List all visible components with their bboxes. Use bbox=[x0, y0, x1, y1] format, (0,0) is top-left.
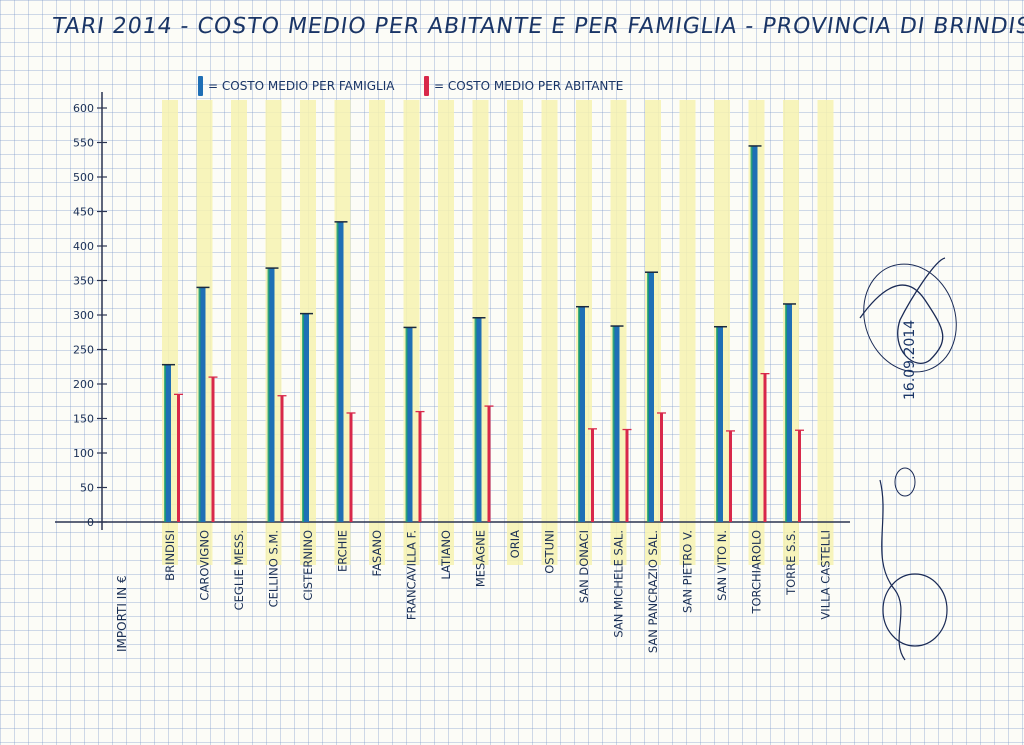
category-column bbox=[507, 100, 523, 565]
y-tick-label: 350 bbox=[73, 275, 94, 288]
category-label: SAN VITO N. bbox=[715, 530, 729, 601]
y-tick-label: 100 bbox=[73, 447, 94, 460]
y-axis-label: IMPORTI IN € bbox=[115, 575, 129, 652]
y-tick-label: 250 bbox=[73, 344, 94, 357]
signature-date: 16.09.2014 bbox=[902, 319, 918, 400]
bar-family bbox=[268, 268, 275, 522]
category-column bbox=[541, 100, 558, 565]
bar-family-edge bbox=[164, 364, 166, 522]
category-label: OSTUNI bbox=[543, 530, 557, 574]
category-label: VILLA CASTELLI bbox=[819, 530, 833, 620]
legend-inhabitant-label: = COSTO MEDIO PER ABITANTE bbox=[434, 79, 624, 93]
category-label: SAN PIETRO V. bbox=[681, 530, 695, 613]
bar-family bbox=[406, 327, 413, 522]
signature-loop bbox=[863, 263, 957, 373]
y-tick-label: 300 bbox=[73, 309, 94, 322]
category-label: ERCHIE bbox=[336, 530, 350, 572]
category-label: FRANCAVILLA F. bbox=[405, 530, 419, 620]
legend-family: = COSTO MEDIO PER FAMIGLIA bbox=[198, 76, 394, 96]
bar-family-edge bbox=[578, 306, 580, 522]
category-label: SAN PANCRAZIO SAL. bbox=[646, 530, 660, 653]
category-column bbox=[817, 100, 834, 565]
category-label: CISTERNINO bbox=[301, 530, 315, 601]
category-label: FASANO bbox=[370, 530, 384, 576]
bar-family bbox=[751, 145, 758, 522]
bar-family-edge bbox=[750, 145, 753, 522]
category-column bbox=[369, 100, 385, 565]
category-column bbox=[231, 100, 247, 565]
y-tick-label: 0 bbox=[87, 516, 94, 529]
y-tick-label: 450 bbox=[73, 206, 94, 219]
bar-family-edge bbox=[716, 326, 718, 522]
bar-family-edge bbox=[785, 303, 787, 522]
bar-family bbox=[475, 317, 482, 522]
bar-inhabitant bbox=[177, 394, 180, 522]
bar-family-edge bbox=[405, 327, 408, 522]
bar-family bbox=[337, 221, 344, 522]
bar-family-edge bbox=[302, 313, 304, 522]
bar-inhabitant bbox=[660, 412, 663, 522]
legend-family-label: = COSTO MEDIO PER FAMIGLIA bbox=[208, 79, 395, 93]
bar-inhabitant bbox=[280, 395, 284, 522]
legend-family-swatch bbox=[198, 76, 203, 96]
category-label: LATIANO bbox=[439, 530, 453, 580]
bar-family bbox=[648, 272, 654, 522]
category-label: SAN DONACI bbox=[577, 530, 591, 603]
legend-inhabitant-swatch bbox=[424, 76, 429, 96]
bar-family bbox=[613, 326, 620, 522]
bar-family bbox=[199, 287, 206, 522]
category-label: TORCHIAROLO bbox=[750, 530, 764, 615]
bar-family-edge bbox=[267, 268, 270, 522]
y-tick-label: 600 bbox=[73, 102, 94, 115]
category-label: BRINDISI bbox=[163, 530, 177, 581]
bar-family bbox=[165, 364, 171, 522]
bar-inhabitant bbox=[418, 411, 422, 522]
category-column bbox=[679, 100, 696, 565]
bar-family-edge bbox=[647, 272, 649, 522]
category-label: CEGLIE MESS. bbox=[232, 530, 246, 610]
stamp-circle bbox=[882, 573, 948, 647]
legend-inhabitant: = COSTO MEDIO PER ABITANTE bbox=[424, 76, 623, 96]
category-label: MESAGNE bbox=[474, 530, 488, 587]
bar-family-edge bbox=[612, 326, 615, 522]
bar-inhabitant bbox=[729, 430, 732, 522]
bar-inhabitant bbox=[349, 412, 353, 522]
category-label: TORRE S.S. bbox=[784, 530, 798, 596]
category-label: ORIA bbox=[508, 530, 522, 558]
bar-family bbox=[717, 326, 723, 522]
bar-family-edge bbox=[336, 221, 339, 522]
bar-inhabitant bbox=[625, 429, 629, 522]
y-tick-label: 400 bbox=[73, 240, 94, 253]
category-column bbox=[438, 100, 454, 565]
signature-small-loop bbox=[894, 467, 916, 497]
category-label: CELLINO S.M. bbox=[267, 530, 281, 607]
signature-stroke bbox=[879, 479, 906, 661]
bar-family bbox=[579, 306, 585, 522]
bar-family bbox=[303, 313, 309, 522]
y-tick-label: 150 bbox=[73, 413, 94, 426]
bar-family-edge bbox=[198, 287, 201, 522]
bar-family-edge bbox=[474, 317, 477, 522]
y-tick-label: 50 bbox=[80, 482, 94, 495]
bar-inhabitant bbox=[211, 377, 215, 522]
y-tick-label: 550 bbox=[73, 137, 94, 150]
category-label: SAN MICHELE SAL. bbox=[612, 530, 626, 638]
bar-inhabitant bbox=[591, 428, 594, 522]
y-tick-label: 200 bbox=[73, 378, 94, 391]
bar-inhabitant bbox=[763, 373, 767, 522]
bar-inhabitant bbox=[487, 406, 491, 522]
category-label: CAROVIGNO bbox=[198, 530, 212, 601]
y-tick-label: 500 bbox=[73, 171, 94, 184]
signature-scribble bbox=[859, 257, 946, 364]
bar-inhabitant bbox=[798, 430, 801, 522]
bar-family bbox=[786, 303, 792, 522]
